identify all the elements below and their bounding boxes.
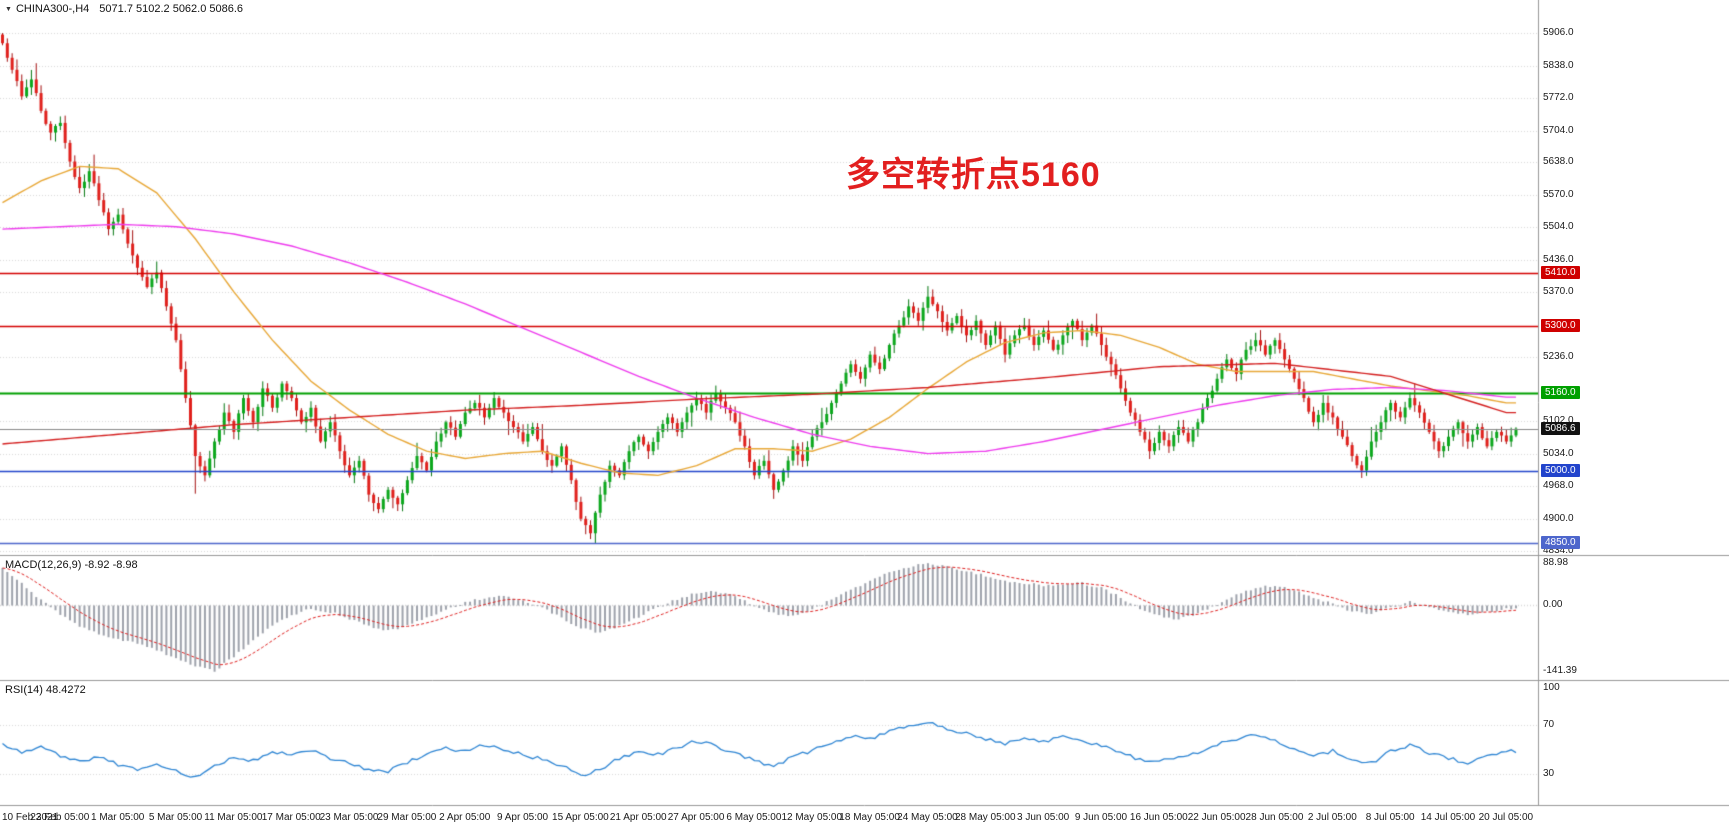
time-axis-label: 17 Mar 05:00 <box>261 812 321 823</box>
price-tick-label: 5436.0 <box>1543 254 1574 266</box>
time-axis-label: 12 May 05:00 <box>781 812 843 823</box>
time-axis-label: 5 Mar 05:00 <box>148 812 203 823</box>
price-tick-label: 4968.0 <box>1543 479 1574 491</box>
time-axis-label: 9 Apr 05:00 <box>496 812 549 823</box>
rsi-tick-label: 100 <box>1543 682 1560 694</box>
time-axis-label: 21 Apr 05:00 <box>609 812 667 823</box>
time-axis-label: 9 Jun 05:00 <box>1074 812 1128 823</box>
collapse-triangle-icon[interactable]: ▼ <box>5 6 12 13</box>
price-tick-label: 4900.0 <box>1543 512 1574 524</box>
price-level-badge: 5086.6 <box>1541 421 1580 435</box>
price-level-badge: 5410.0 <box>1541 265 1580 279</box>
symbol-timeframe-label: CHINA300-,H4 <box>15 3 90 15</box>
time-axis-label: 8 Jul 05:00 <box>1365 812 1415 823</box>
time-axis-label: 24 May 05:00 <box>897 812 958 823</box>
price-level-badge: 4850.0 <box>1541 535 1580 549</box>
time-axis-label: 1 Mar 05:00 <box>90 812 145 823</box>
time-axis-label: 2 Apr 05:00 <box>439 812 491 823</box>
time-axis-label: 18 May 05:00 <box>839 812 900 823</box>
price-level-badge: 5000.0 <box>1541 463 1580 477</box>
price-level-badge: 5300.0 <box>1541 318 1580 332</box>
time-axis-label: 20 Jul 05:00 <box>1478 812 1534 823</box>
macd-tick-label: -141.39 <box>1543 665 1577 677</box>
rsi-indicator-label: RSI(14) 48.4272 <box>5 684 86 696</box>
price-tick-label: 5034.0 <box>1543 448 1574 460</box>
time-axis-label: 28 May 05:00 <box>954 812 1016 823</box>
time-axis-label: 16 Jun 05:00 <box>1129 812 1188 823</box>
time-axis-label: 10 Feb 2021 <box>2 812 59 823</box>
time-axis-label: 14 Jul 05:00 <box>1420 812 1476 823</box>
macd-tick-label: 0.00 <box>1543 598 1563 610</box>
rsi-tick-label: 70 <box>1543 719 1555 731</box>
price-tick-label: 5638.0 <box>1543 156 1574 168</box>
price-level-badge: 5160.0 <box>1541 386 1580 400</box>
time-axis-label: 22 Jun 05:00 <box>1187 812 1246 823</box>
time-axis-label: 3 Jun 05:00 <box>1016 812 1070 823</box>
time-axis-label: 15 Apr 05:00 <box>552 812 609 823</box>
price-tick-label: 5906.0 <box>1543 27 1574 39</box>
macd-indicator-label: MACD(12,26,9) -8.92 -8.98 <box>5 559 138 571</box>
time-axis-label: 29 Mar 05:00 <box>377 812 437 823</box>
price-tick-label: 5102.0 <box>1543 415 1574 427</box>
price-tick-label: 5838.0 <box>1543 59 1574 71</box>
price-tick-label: 5236.0 <box>1543 350 1574 362</box>
price-tick-label: 5772.0 <box>1543 91 1574 103</box>
time-axis-label: 6 May 05:00 <box>726 812 782 823</box>
price-tick-label: 4834.0 <box>1543 544 1574 556</box>
price-tick-label: 5570.0 <box>1543 189 1574 201</box>
chart-title-bar: ▼ CHINA300-,H4 5071.7 5102.2 5062.0 5086.6 <box>5 3 243 15</box>
price-tick-label: 5504.0 <box>1543 221 1574 233</box>
rsi-tick-label: 30 <box>1543 768 1555 780</box>
time-axis-label: 11 Mar 05:00 <box>204 812 263 823</box>
time-axis-label: 23 Mar 05:00 <box>319 812 379 823</box>
annotation-text[interactable]: 多空转折点5160 <box>846 156 1101 194</box>
time-axis-label: 2 Jul 05:00 <box>1307 812 1357 823</box>
price-tick-label: 5704.0 <box>1543 124 1574 136</box>
time-axis-label: 27 Apr 05:00 <box>667 812 725 823</box>
price-tick-label: 5370.0 <box>1543 285 1574 297</box>
ohlc-values-label: 5071.7 5102.2 5062.0 5086.6 <box>99 3 244 15</box>
macd-tick-label: 88.98 <box>1543 557 1569 569</box>
time-axis-label: 23 Feb 05:00 <box>30 812 90 823</box>
time-axis-label: 28 Jun 05:00 <box>1245 812 1304 823</box>
